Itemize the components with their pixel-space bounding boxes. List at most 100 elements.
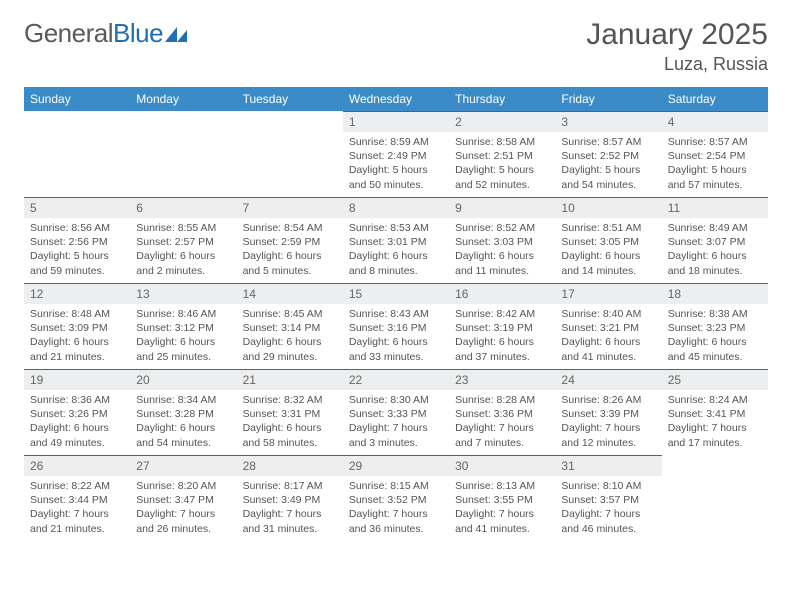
- calendar-day: 14Sunrise: 8:45 AMSunset: 3:14 PMDayligh…: [237, 283, 343, 369]
- day-header: Tuesday: [237, 87, 343, 111]
- title-block: January 2025 Luza, Russia: [586, 18, 768, 75]
- day-details: Sunrise: 8:51 AMSunset: 3:05 PMDaylight:…: [555, 218, 661, 282]
- calendar-week: 1Sunrise: 8:59 AMSunset: 2:49 PMDaylight…: [24, 111, 768, 197]
- day-details: Sunrise: 8:34 AMSunset: 3:28 PMDaylight:…: [130, 390, 236, 454]
- day-details: Sunrise: 8:53 AMSunset: 3:01 PMDaylight:…: [343, 218, 449, 282]
- day-details: Sunrise: 8:48 AMSunset: 3:09 PMDaylight:…: [24, 304, 130, 368]
- day-number: 29: [343, 455, 449, 476]
- calendar-day-empty: [24, 111, 130, 197]
- calendar-day: 9Sunrise: 8:52 AMSunset: 3:03 PMDaylight…: [449, 197, 555, 283]
- day-number: 9: [449, 197, 555, 218]
- day-number: 2: [449, 111, 555, 132]
- calendar-day: 23Sunrise: 8:28 AMSunset: 3:36 PMDayligh…: [449, 369, 555, 455]
- day-details: Sunrise: 8:28 AMSunset: 3:36 PMDaylight:…: [449, 390, 555, 454]
- day-details: Sunrise: 8:20 AMSunset: 3:47 PMDaylight:…: [130, 476, 236, 540]
- day-details: Sunrise: 8:52 AMSunset: 3:03 PMDaylight:…: [449, 218, 555, 282]
- calendar-day-empty: [237, 111, 343, 197]
- day-header: Saturday: [662, 87, 768, 111]
- day-number: 8: [343, 197, 449, 218]
- calendar-day: 1Sunrise: 8:59 AMSunset: 2:49 PMDaylight…: [343, 111, 449, 197]
- day-number: 1: [343, 111, 449, 132]
- calendar-day: 4Sunrise: 8:57 AMSunset: 2:54 PMDaylight…: [662, 111, 768, 197]
- calendar-day: 12Sunrise: 8:48 AMSunset: 3:09 PMDayligh…: [24, 283, 130, 369]
- day-details: Sunrise: 8:45 AMSunset: 3:14 PMDaylight:…: [237, 304, 343, 368]
- day-header: Monday: [130, 87, 236, 111]
- calendar-day: 16Sunrise: 8:42 AMSunset: 3:19 PMDayligh…: [449, 283, 555, 369]
- calendar-week: 19Sunrise: 8:36 AMSunset: 3:26 PMDayligh…: [24, 369, 768, 455]
- day-details: Sunrise: 8:49 AMSunset: 3:07 PMDaylight:…: [662, 218, 768, 282]
- calendar-day: 29Sunrise: 8:15 AMSunset: 3:52 PMDayligh…: [343, 455, 449, 541]
- location: Luza, Russia: [586, 54, 768, 75]
- day-number: 27: [130, 455, 236, 476]
- day-details: Sunrise: 8:30 AMSunset: 3:33 PMDaylight:…: [343, 390, 449, 454]
- day-details: Sunrise: 8:24 AMSunset: 3:41 PMDaylight:…: [662, 390, 768, 454]
- day-number: 25: [662, 369, 768, 390]
- day-number: 21: [237, 369, 343, 390]
- calendar-day: 30Sunrise: 8:13 AMSunset: 3:55 PMDayligh…: [449, 455, 555, 541]
- day-number: 3: [555, 111, 661, 132]
- calendar-day: 8Sunrise: 8:53 AMSunset: 3:01 PMDaylight…: [343, 197, 449, 283]
- day-number: 30: [449, 455, 555, 476]
- day-details: Sunrise: 8:54 AMSunset: 2:59 PMDaylight:…: [237, 218, 343, 282]
- calendar-day: 7Sunrise: 8:54 AMSunset: 2:59 PMDaylight…: [237, 197, 343, 283]
- calendar-day: 5Sunrise: 8:56 AMSunset: 2:56 PMDaylight…: [24, 197, 130, 283]
- day-number: 26: [24, 455, 130, 476]
- calendar-week: 12Sunrise: 8:48 AMSunset: 3:09 PMDayligh…: [24, 283, 768, 369]
- calendar-day: 25Sunrise: 8:24 AMSunset: 3:41 PMDayligh…: [662, 369, 768, 455]
- calendar-day: 13Sunrise: 8:46 AMSunset: 3:12 PMDayligh…: [130, 283, 236, 369]
- calendar-day: 15Sunrise: 8:43 AMSunset: 3:16 PMDayligh…: [343, 283, 449, 369]
- calendar-day-empty: [662, 455, 768, 541]
- day-details: Sunrise: 8:59 AMSunset: 2:49 PMDaylight:…: [343, 132, 449, 196]
- calendar-day: 22Sunrise: 8:30 AMSunset: 3:33 PMDayligh…: [343, 369, 449, 455]
- day-number: 15: [343, 283, 449, 304]
- day-number: 4: [662, 111, 768, 132]
- calendar-day: 24Sunrise: 8:26 AMSunset: 3:39 PMDayligh…: [555, 369, 661, 455]
- day-details: Sunrise: 8:58 AMSunset: 2:51 PMDaylight:…: [449, 132, 555, 196]
- day-details: Sunrise: 8:15 AMSunset: 3:52 PMDaylight:…: [343, 476, 449, 540]
- day-details: Sunrise: 8:36 AMSunset: 3:26 PMDaylight:…: [24, 390, 130, 454]
- day-number: 18: [662, 283, 768, 304]
- header: GeneralBlue January 2025 Luza, Russia: [24, 18, 768, 75]
- day-number: 20: [130, 369, 236, 390]
- day-details: Sunrise: 8:26 AMSunset: 3:39 PMDaylight:…: [555, 390, 661, 454]
- calendar-day: 11Sunrise: 8:49 AMSunset: 3:07 PMDayligh…: [662, 197, 768, 283]
- day-details: Sunrise: 8:22 AMSunset: 3:44 PMDaylight:…: [24, 476, 130, 540]
- day-header: Thursday: [449, 87, 555, 111]
- day-details: Sunrise: 8:13 AMSunset: 3:55 PMDaylight:…: [449, 476, 555, 540]
- day-details: Sunrise: 8:56 AMSunset: 2:56 PMDaylight:…: [24, 218, 130, 282]
- day-number: 16: [449, 283, 555, 304]
- day-details: Sunrise: 8:10 AMSunset: 3:57 PMDaylight:…: [555, 476, 661, 540]
- calendar-table: SundayMondayTuesdayWednesdayThursdayFrid…: [24, 87, 768, 541]
- day-number: 24: [555, 369, 661, 390]
- calendar-day: 31Sunrise: 8:10 AMSunset: 3:57 PMDayligh…: [555, 455, 661, 541]
- day-number: 28: [237, 455, 343, 476]
- day-number: 13: [130, 283, 236, 304]
- calendar-day: 28Sunrise: 8:17 AMSunset: 3:49 PMDayligh…: [237, 455, 343, 541]
- day-details: Sunrise: 8:40 AMSunset: 3:21 PMDaylight:…: [555, 304, 661, 368]
- day-number: 17: [555, 283, 661, 304]
- calendar-day: 3Sunrise: 8:57 AMSunset: 2:52 PMDaylight…: [555, 111, 661, 197]
- day-details: Sunrise: 8:57 AMSunset: 2:54 PMDaylight:…: [662, 132, 768, 196]
- logo-icon: [165, 18, 189, 49]
- day-details: Sunrise: 8:57 AMSunset: 2:52 PMDaylight:…: [555, 132, 661, 196]
- day-details: Sunrise: 8:55 AMSunset: 2:57 PMDaylight:…: [130, 218, 236, 282]
- day-number: 6: [130, 197, 236, 218]
- day-details: Sunrise: 8:38 AMSunset: 3:23 PMDaylight:…: [662, 304, 768, 368]
- day-details: Sunrise: 8:32 AMSunset: 3:31 PMDaylight:…: [237, 390, 343, 454]
- calendar-day: 17Sunrise: 8:40 AMSunset: 3:21 PMDayligh…: [555, 283, 661, 369]
- day-header: Sunday: [24, 87, 130, 111]
- month-title: January 2025: [586, 18, 768, 52]
- day-header: Wednesday: [343, 87, 449, 111]
- day-details: Sunrise: 8:17 AMSunset: 3:49 PMDaylight:…: [237, 476, 343, 540]
- day-header: Friday: [555, 87, 661, 111]
- calendar-day: 26Sunrise: 8:22 AMSunset: 3:44 PMDayligh…: [24, 455, 130, 541]
- day-number: 23: [449, 369, 555, 390]
- calendar-day-empty: [130, 111, 236, 197]
- day-number: 7: [237, 197, 343, 218]
- calendar-day: 19Sunrise: 8:36 AMSunset: 3:26 PMDayligh…: [24, 369, 130, 455]
- day-number: 19: [24, 369, 130, 390]
- day-number: 14: [237, 283, 343, 304]
- day-details: Sunrise: 8:42 AMSunset: 3:19 PMDaylight:…: [449, 304, 555, 368]
- logo: GeneralBlue: [24, 18, 189, 49]
- logo-text-gray: General: [24, 18, 113, 49]
